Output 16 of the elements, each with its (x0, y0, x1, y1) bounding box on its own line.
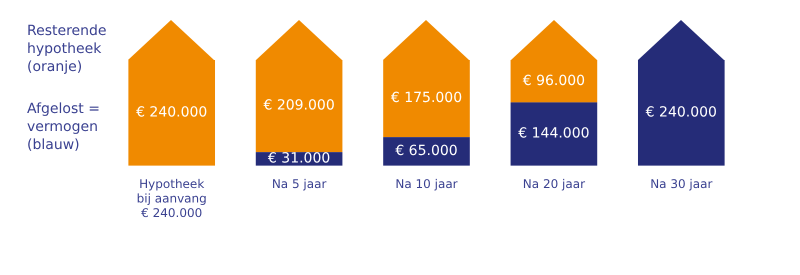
x-tick-label: Na 5 jaar (272, 177, 326, 192)
data-label: € 65.000 (395, 143, 458, 160)
bar (510, 102, 598, 166)
x-tick-label: Na 20 jaar (522, 177, 586, 192)
x-tick-label: Hypotheek bij aanvang € 240.000 (136, 177, 207, 220)
data-label: € 240.000 (136, 104, 208, 121)
data-label: € 96.000 (522, 72, 586, 89)
data-label: € 31.000 (268, 150, 330, 167)
text: Afgelost = vermogen (blauw) (27, 100, 100, 154)
text: Resterende hypotheek (oranje) (27, 22, 107, 76)
x-tick-label: Na 30 jaar (650, 177, 712, 192)
data-label: € 240.000 (646, 104, 717, 121)
data-label: € 175.000 (390, 90, 462, 106)
data-label: € 144.000 (518, 126, 590, 142)
data-label: € 209.000 (263, 98, 335, 114)
x-tick-label: Na 10 jaar (395, 177, 458, 192)
